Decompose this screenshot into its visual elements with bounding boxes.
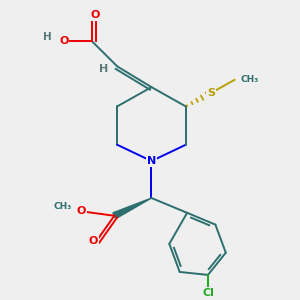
Text: O: O (90, 10, 100, 20)
Text: Cl: Cl (202, 288, 214, 298)
Text: H: H (43, 32, 52, 42)
Text: H: H (99, 64, 109, 74)
Text: S: S (207, 88, 215, 98)
Text: CH₃: CH₃ (241, 75, 259, 84)
Text: O: O (89, 236, 98, 246)
Text: CH₃: CH₃ (53, 202, 71, 211)
Text: O: O (59, 36, 68, 46)
Polygon shape (113, 198, 152, 219)
Text: N: N (147, 156, 156, 166)
Text: O: O (77, 206, 86, 216)
